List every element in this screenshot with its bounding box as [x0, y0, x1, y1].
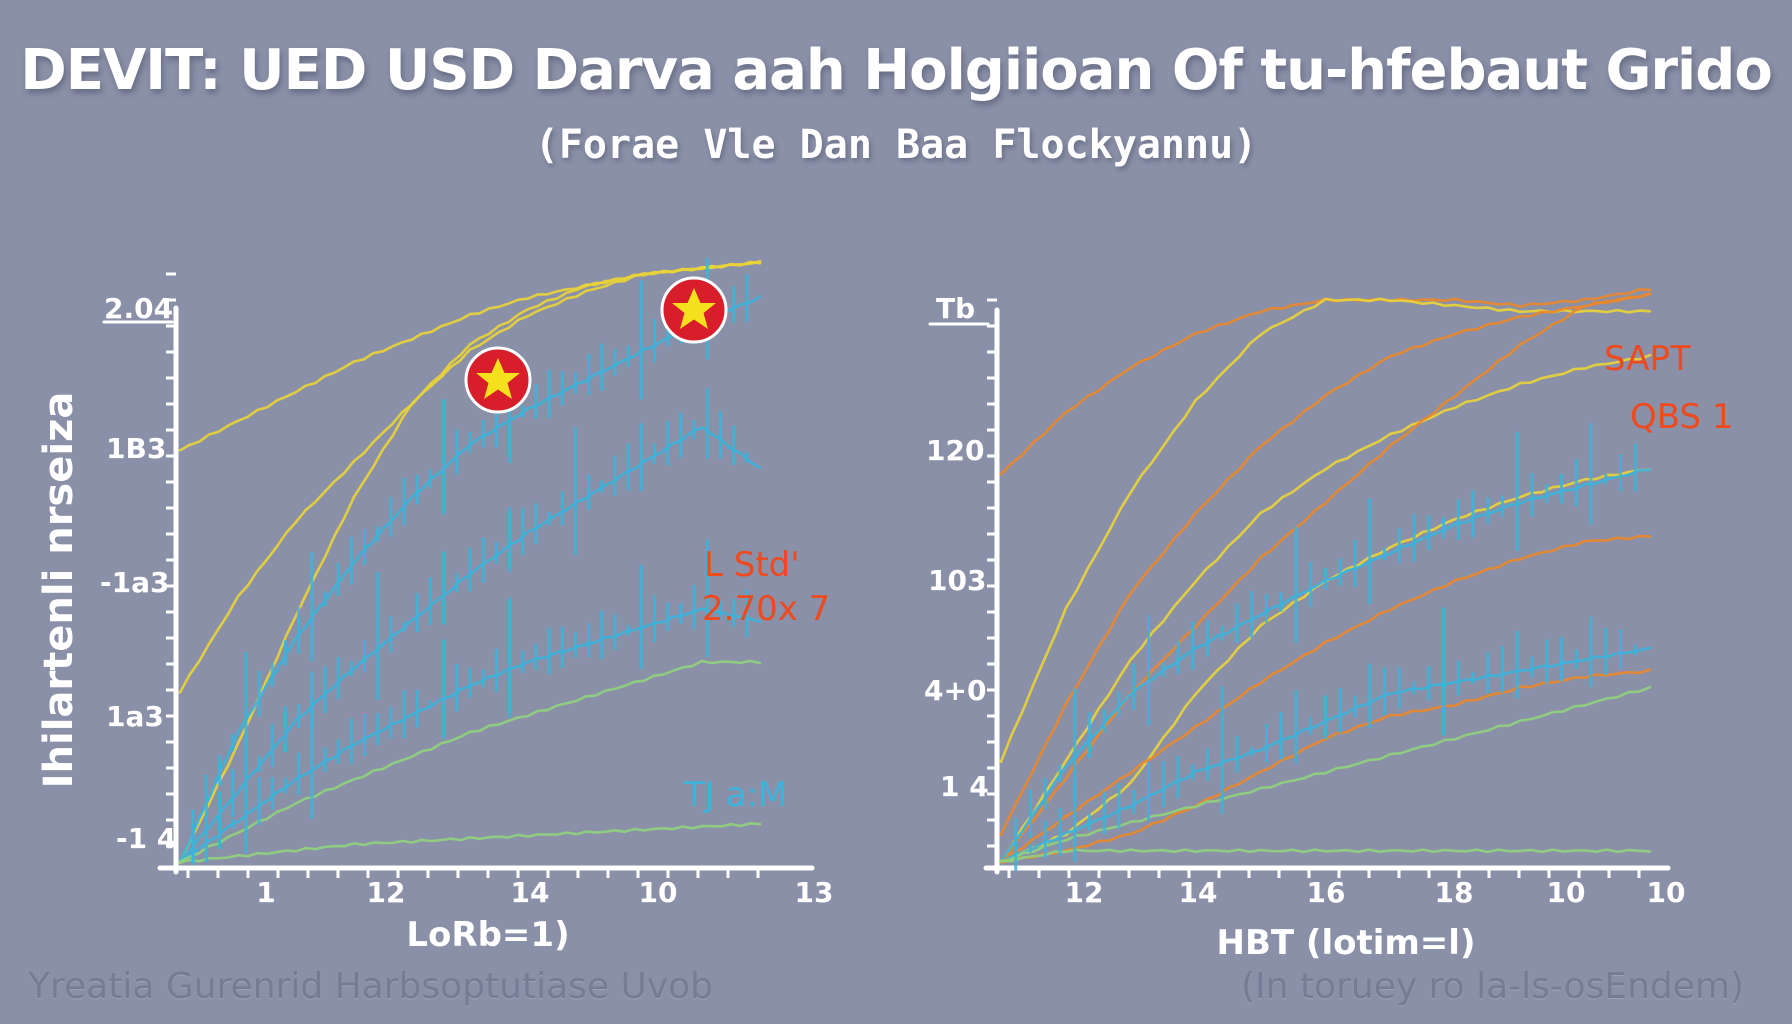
y-tick-label: 1 4: [940, 770, 989, 803]
right-y-tick-labels: Tb 120 103 4+0 1 4: [924, 292, 989, 803]
left-x-tick-labels: 1 12 14 10 13: [256, 876, 833, 909]
series-line-green-lower: [178, 822, 762, 865]
x-tick-label: 16: [1307, 876, 1346, 909]
left-candle-bars: [191, 257, 749, 865]
x-tick-label: 13: [795, 876, 834, 909]
y-tick-label: -1 4: [116, 822, 176, 855]
series-line-cyan-mid: [178, 426, 762, 863]
x-tick-label: 10: [639, 876, 678, 909]
series-line-yellow-steep: [178, 260, 762, 865]
x-tick-label: 10: [1547, 876, 1586, 909]
x-tick-label: 10: [1647, 876, 1686, 909]
right-x-tick-labels: 12 14 16 18 10 10: [1065, 876, 1686, 909]
left-y-axis: [102, 305, 815, 875]
y-tick-label: 1B3: [106, 432, 166, 465]
series-line-yellow-a: [999, 297, 1652, 764]
annotation-text: L Std': [704, 545, 800, 585]
left-y-tick-labels: 2.04 1B3 -1a3 1a3 -1 4: [100, 292, 176, 855]
right-x-axis-label: HBT (lotim=l): [1217, 923, 1476, 963]
series-line-green-lower: [999, 848, 1652, 863]
x-tick-label: 14: [511, 876, 550, 909]
x-tick-label: 12: [1065, 876, 1104, 909]
star-marker-icon: [464, 346, 532, 414]
left-annotations: L Std' 2.70x 7 TJ a:M: [683, 545, 830, 815]
annotation-text: 2.70x 7: [702, 589, 830, 629]
series-line-orange-top: [999, 288, 1652, 476]
y-tick-label: 1a3: [106, 700, 164, 733]
annotation-text: SAPT: [1604, 339, 1691, 379]
x-tick-label: 12: [367, 876, 406, 909]
chart-title: DEVIT: UED USD Darva aah Holgiioan Of tu…: [20, 38, 1773, 103]
footer-right-caption: (In toruey ro la-ls-osEndem): [1241, 966, 1744, 1007]
series-line-orange-c: [999, 292, 1652, 863]
annotation-text: TJ a:M: [683, 775, 787, 815]
series-line-orange-d: [999, 534, 1652, 865]
right-y-axis: [928, 307, 1671, 875]
series-line-yellow-b: [999, 353, 1652, 864]
right-annotations: SAPT QBS 1: [1604, 339, 1734, 437]
series-line-orange-b: [999, 292, 1652, 837]
y-tick-label: Tb: [936, 292, 975, 325]
y-tick-label: 120: [926, 434, 984, 467]
star-marker-icon: [660, 276, 728, 344]
left-panel: Ihilartenli nrseiza 2.04 1B3 -1a3 1a3 -1…: [36, 257, 833, 955]
right-candle-bars: [1014, 423, 1637, 871]
footer-left-caption: Yreatia Gurenrid Harbsoptutiase Uvob: [28, 966, 714, 1007]
y-tick-label: 4+0: [924, 674, 986, 707]
y-tick-label: 2.04: [104, 292, 173, 325]
left-y-axis-label: Ihilartenli nrseiza: [36, 392, 82, 789]
series-line-cyan-low: [178, 607, 762, 863]
series-line-orange-e: [999, 668, 1652, 864]
x-tick-label: 18: [1435, 876, 1474, 909]
annotation-text: QBS 1: [1630, 397, 1734, 437]
series-line-green-upper: [178, 659, 762, 863]
left-x-axis-label: LoRb=1): [406, 915, 569, 955]
x-tick-label: 1: [256, 876, 275, 909]
y-tick-label: 103: [928, 564, 986, 597]
y-tick-label: -1a3: [100, 566, 169, 599]
chart-subtitle: (Forae Vle Dan Baa Flockyannu): [534, 122, 1258, 168]
x-tick-label: 14: [1179, 876, 1218, 909]
right-panel: Tb 120 103 4+0 1 4 12 14 16 18 10 10 HBT…: [924, 288, 1734, 963]
series-line-green-upper: [999, 685, 1652, 863]
